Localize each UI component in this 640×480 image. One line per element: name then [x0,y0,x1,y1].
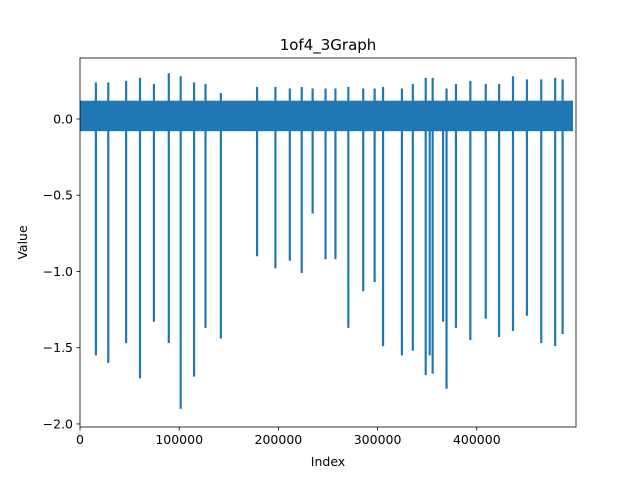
x-tick-label: 100000 [155,432,203,447]
y-tick-label: −2.0 [43,416,73,431]
chart-title: 1of4_3Graph [280,36,377,55]
x-axis-ticks: 0 100000 200000 300000 400000 [76,427,501,447]
x-tick-label: 0 [76,432,84,447]
x-axis-label: Index [311,454,345,469]
y-tick-label: −1.5 [43,340,73,355]
series-layer [80,73,574,409]
x-tick-label: 400000 [453,432,501,447]
x-tick-label: 200000 [255,432,303,447]
axes-frame [79,57,577,428]
y-axis-label: Value [15,225,30,260]
y-tick-label: 0.0 [53,111,73,126]
x-tick-label: 300000 [354,432,402,447]
y-axis-ticks: −2.0 −1.5 −1.0 −0.5 0.0 [43,111,80,431]
plot-area [79,57,577,428]
y-tick-label: −0.5 [43,188,73,203]
y-tick-label: −1.0 [43,264,73,279]
